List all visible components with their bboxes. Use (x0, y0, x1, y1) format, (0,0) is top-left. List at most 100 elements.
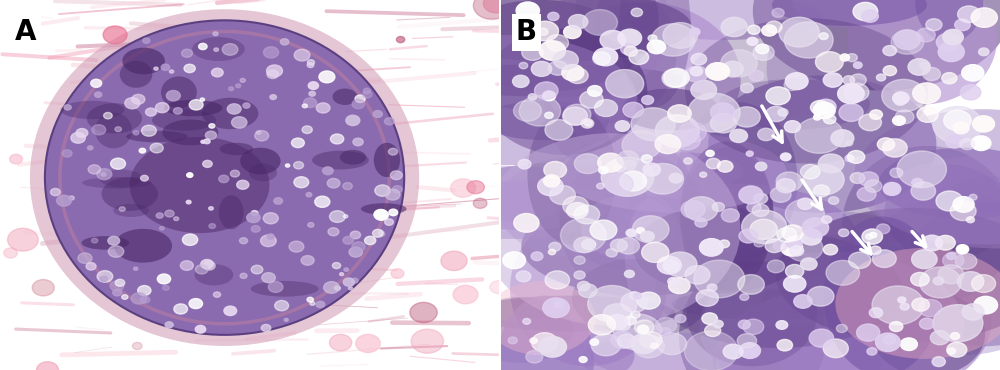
Circle shape (840, 54, 850, 61)
Circle shape (549, 242, 561, 251)
Circle shape (616, 320, 631, 330)
Circle shape (957, 272, 984, 291)
Circle shape (516, 2, 539, 19)
Circle shape (920, 267, 961, 298)
Circle shape (562, 64, 584, 81)
Circle shape (184, 64, 195, 73)
Circle shape (615, 121, 630, 131)
Ellipse shape (767, 19, 832, 117)
Circle shape (593, 48, 618, 66)
Circle shape (690, 28, 700, 36)
Circle shape (141, 296, 150, 303)
Circle shape (844, 83, 869, 101)
Circle shape (777, 228, 797, 242)
Ellipse shape (772, 0, 927, 26)
Circle shape (531, 61, 552, 77)
Circle shape (91, 79, 102, 87)
Circle shape (700, 172, 707, 177)
Circle shape (182, 49, 192, 57)
Circle shape (582, 239, 596, 250)
Circle shape (853, 62, 862, 68)
Ellipse shape (458, 163, 646, 225)
Circle shape (323, 167, 333, 175)
Circle shape (839, 229, 849, 236)
Ellipse shape (161, 77, 197, 108)
Circle shape (131, 293, 147, 304)
Circle shape (641, 231, 654, 242)
Ellipse shape (468, 296, 676, 332)
Circle shape (823, 244, 838, 255)
Circle shape (779, 17, 819, 47)
Ellipse shape (126, 131, 188, 142)
Circle shape (912, 298, 929, 311)
Circle shape (560, 218, 606, 252)
Circle shape (384, 118, 394, 125)
Circle shape (209, 124, 215, 128)
Circle shape (733, 107, 760, 127)
Circle shape (141, 125, 156, 136)
Ellipse shape (99, 169, 143, 187)
Circle shape (847, 54, 857, 62)
Circle shape (453, 285, 478, 304)
Circle shape (329, 334, 352, 351)
Circle shape (778, 109, 788, 116)
Circle shape (346, 115, 360, 125)
Circle shape (962, 304, 984, 320)
Circle shape (563, 107, 587, 125)
Circle shape (301, 256, 314, 265)
Circle shape (343, 278, 354, 286)
Circle shape (593, 52, 610, 65)
Circle shape (363, 91, 372, 98)
Ellipse shape (240, 148, 281, 174)
Circle shape (839, 104, 863, 121)
Circle shape (182, 234, 198, 245)
Circle shape (621, 44, 636, 54)
Text: A: A (15, 18, 36, 47)
Circle shape (766, 21, 782, 33)
Ellipse shape (713, 324, 881, 370)
Circle shape (972, 275, 996, 293)
Ellipse shape (387, 166, 631, 239)
Ellipse shape (164, 100, 222, 116)
Circle shape (712, 202, 724, 211)
Circle shape (316, 301, 325, 307)
Circle shape (363, 88, 371, 94)
Ellipse shape (60, 101, 124, 119)
Ellipse shape (546, 2, 741, 155)
Ellipse shape (699, 252, 964, 370)
Ellipse shape (611, 184, 857, 289)
Circle shape (857, 187, 876, 201)
Circle shape (119, 207, 125, 211)
Circle shape (804, 165, 844, 195)
Circle shape (580, 91, 603, 108)
Circle shape (173, 108, 182, 114)
Circle shape (853, 2, 878, 21)
Circle shape (156, 213, 163, 218)
Circle shape (534, 82, 558, 100)
Circle shape (294, 162, 304, 169)
Circle shape (490, 281, 507, 293)
Circle shape (115, 127, 121, 132)
Circle shape (857, 324, 880, 341)
Ellipse shape (481, 133, 741, 326)
Circle shape (579, 284, 597, 297)
Ellipse shape (756, 245, 991, 370)
Circle shape (133, 131, 139, 135)
Circle shape (801, 229, 822, 245)
Circle shape (785, 73, 808, 90)
Circle shape (204, 139, 210, 144)
Circle shape (740, 294, 749, 300)
Circle shape (388, 148, 398, 155)
Ellipse shape (555, 132, 695, 270)
Circle shape (786, 236, 802, 248)
Circle shape (513, 75, 529, 87)
Circle shape (203, 160, 212, 167)
Circle shape (823, 115, 836, 124)
Circle shape (113, 289, 122, 296)
Circle shape (564, 104, 591, 125)
Circle shape (872, 286, 924, 324)
Circle shape (829, 197, 839, 204)
Circle shape (742, 210, 787, 243)
Circle shape (691, 80, 717, 100)
Circle shape (737, 334, 757, 348)
